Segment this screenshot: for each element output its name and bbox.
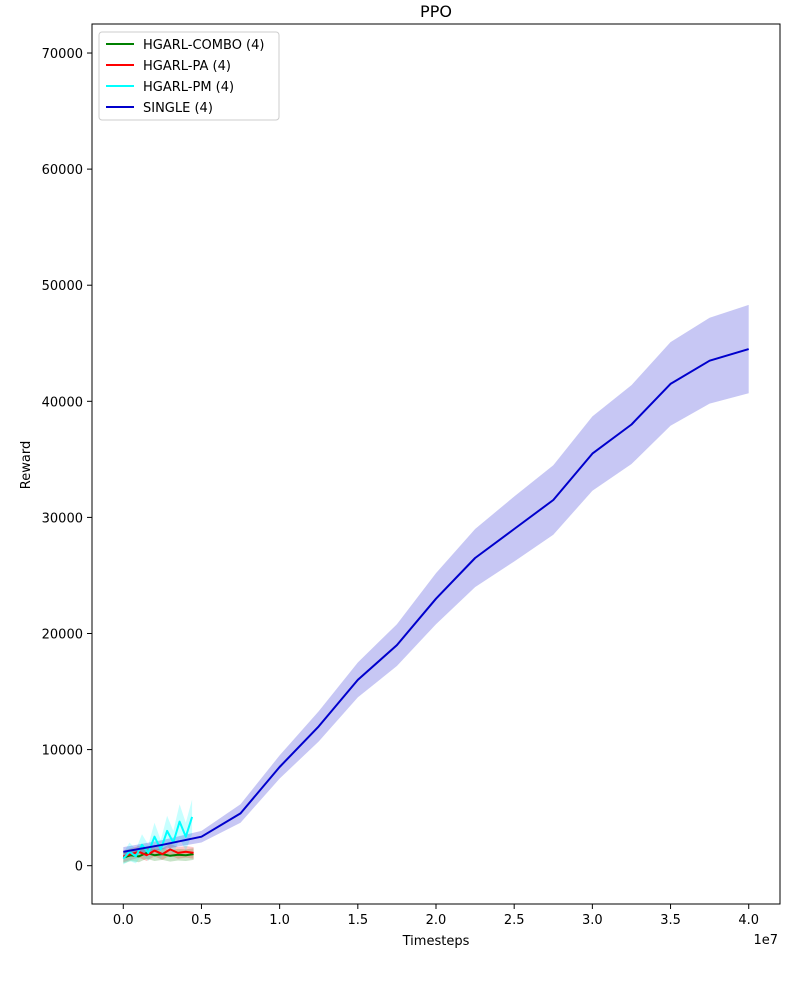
series-line-2: [122, 816, 194, 860]
legend-label-1: HGARL-PA (4): [143, 59, 231, 74]
x-tick-label: 2.5: [504, 913, 525, 928]
series-line-3: [123, 348, 749, 853]
x-tick-label: 1.5: [347, 913, 368, 928]
series-line-1: [123, 848, 194, 858]
y-tick-label: 10000: [42, 744, 83, 759]
y-tick-label: 60000: [42, 163, 83, 178]
y-axis-label: Reward: [19, 441, 34, 489]
y-tick-label: 30000: [42, 511, 83, 526]
legend-label-2: HGARL-PM (4): [143, 80, 234, 95]
x-tick-label: 3.5: [660, 913, 681, 928]
y-tick-label: 50000: [42, 279, 83, 294]
series-band-3: [123, 304, 749, 857]
x-axis: 0.0 0.5 1.0 1.5 2.0 2.5 3.0 3.5 4.0: [113, 904, 759, 928]
y-tick-label: 70000: [42, 47, 83, 62]
x-tick-label: 2.0: [426, 913, 447, 928]
legend-label-3: SINGLE (4): [143, 101, 213, 116]
y-axis: 0 10000 20000 30000 40000 50000 60000 70000: [42, 47, 92, 875]
plot-area: [91, 23, 781, 905]
x-tick-label: 0.0: [113, 913, 134, 928]
chart-title: PPO: [420, 2, 452, 21]
legend: HGARL-COMBO (4) HGARL-PA (4) HGARL-PM (4) S…: [98, 31, 280, 121]
x-axis-offset-label: 1e7: [753, 933, 778, 948]
x-tick-label: 4.0: [738, 913, 759, 928]
y-tick-label: 0: [75, 860, 83, 875]
x-tick-label: 0.5: [191, 913, 212, 928]
legend-label-0: HGARL-COMBO (4): [143, 38, 264, 53]
y-tick-label: 20000: [42, 627, 83, 642]
series-lines: [122, 348, 749, 860]
y-tick-label: 40000: [42, 395, 83, 410]
plot-frame: [91, 23, 781, 905]
x-tick-label: 1.0: [269, 913, 290, 928]
x-tick-label: 3.0: [582, 913, 603, 928]
x-axis-label: Timesteps: [402, 934, 470, 949]
legend-box: [98, 31, 280, 121]
